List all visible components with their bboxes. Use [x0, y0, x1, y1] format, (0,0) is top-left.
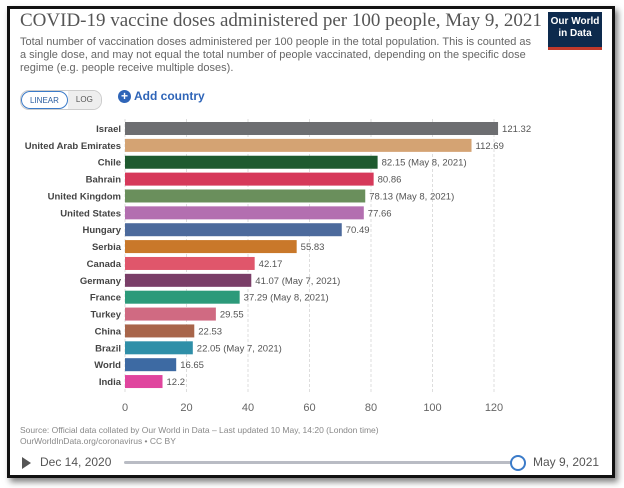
data-label: 121.32 — [502, 124, 531, 135]
chart-frame — [7, 6, 615, 478]
category-label: India — [99, 377, 122, 388]
bar[interactable] — [125, 206, 364, 220]
bar[interactable] — [125, 273, 252, 287]
add-country-button[interactable]: + Add country — [118, 89, 205, 103]
data-label: 22.53 — [198, 326, 222, 337]
owid-logo[interactable]: Our World in Data — [548, 12, 602, 50]
x-tick-label: 60 — [303, 402, 315, 414]
timeline-track[interactable] — [124, 461, 519, 464]
data-label: 55.83 — [301, 242, 325, 253]
plus-icon: + — [118, 89, 131, 103]
category-label: Hungary — [82, 225, 121, 236]
bar[interactable] — [125, 240, 297, 254]
category-label: Serbia — [92, 242, 122, 253]
x-tick-label: 120 — [485, 402, 503, 414]
bar[interactable] — [125, 189, 366, 203]
x-tick-label: 0 — [122, 402, 128, 414]
bar[interactable] — [125, 307, 216, 321]
category-label: World — [94, 360, 121, 371]
bar[interactable] — [125, 375, 163, 389]
timeline-start: Dec 14, 2020 — [40, 455, 112, 469]
data-label: 12.2 — [167, 377, 186, 388]
category-label: Bahrain — [86, 175, 122, 186]
bar[interactable] — [125, 358, 177, 372]
x-tick-label: 20 — [180, 402, 192, 414]
bar[interactable] — [125, 256, 255, 270]
category-label: United Arab Emirates — [25, 141, 121, 152]
timeline-end: May 9, 2021 — [533, 455, 600, 469]
category-label: Chile — [98, 158, 121, 169]
bar-chart: 0 20 40 60 80 100 120 Israel 121.32 United Arab E… — [25, 119, 531, 414]
bar[interactable] — [125, 138, 472, 152]
data-label: 82.15 (May 8, 2021) — [382, 158, 467, 169]
category-label: Brazil — [95, 343, 121, 354]
bar[interactable] — [125, 172, 374, 186]
data-label: 70.49 — [346, 225, 370, 236]
play-icon[interactable] — [22, 457, 31, 469]
data-label: 77.66 — [368, 208, 392, 219]
category-label: United States — [60, 208, 121, 219]
bar[interactable] — [125, 122, 499, 135]
category-label: China — [95, 326, 122, 337]
category-label: Israel — [96, 124, 121, 135]
data-label: 22.05 (May 7, 2021) — [197, 343, 282, 354]
chart-title: COVID-19 vaccine doses administered per … — [20, 10, 542, 31]
chart-subtitle: Total number of vaccination doses admini… — [20, 36, 532, 74]
timeline: Dec 14, 2020 May 9, 2021 — [20, 454, 610, 472]
category-label: Turkey — [91, 310, 122, 321]
log-button[interactable]: LOG — [67, 91, 101, 109]
data-label: 29.55 — [220, 310, 244, 321]
data-label: 42.17 — [259, 259, 283, 270]
data-label: 112.69 — [476, 141, 504, 152]
data-label: 80.86 — [378, 175, 402, 186]
x-tick-label: 40 — [242, 402, 254, 414]
category-label: United Kingdom — [48, 191, 121, 202]
linear-button[interactable]: LINEAR — [21, 91, 68, 109]
category-label: Canada — [87, 259, 122, 270]
category-label: France — [90, 293, 121, 304]
source-note: Source: Official data collated by Our Wo… — [20, 425, 379, 447]
bar[interactable] — [125, 223, 342, 237]
bar[interactable] — [125, 155, 378, 169]
data-label: 16.65 — [180, 360, 204, 371]
category-label: Germany — [80, 276, 122, 287]
add-country-label: Add country — [134, 89, 205, 103]
bar[interactable] — [125, 290, 240, 304]
data-label: 41.07 (May 7, 2021) — [255, 276, 340, 287]
timeline-handle[interactable] — [510, 455, 526, 471]
scale-toggle: LINEAR LOG — [20, 90, 102, 110]
data-label: 37.29 (May 8, 2021) — [244, 293, 329, 304]
source-text: Source: Official data collated by Our Wo… — [20, 425, 379, 435]
bar[interactable] — [125, 341, 193, 355]
x-tick-label: 100 — [423, 402, 441, 414]
data-label: 78.13 (May 8, 2021) — [369, 191, 454, 202]
bar[interactable] — [125, 324, 195, 338]
x-tick-label: 80 — [365, 402, 377, 414]
source-url[interactable]: OurWorldInData.org/coronavirus • CC BY — [20, 436, 176, 446]
